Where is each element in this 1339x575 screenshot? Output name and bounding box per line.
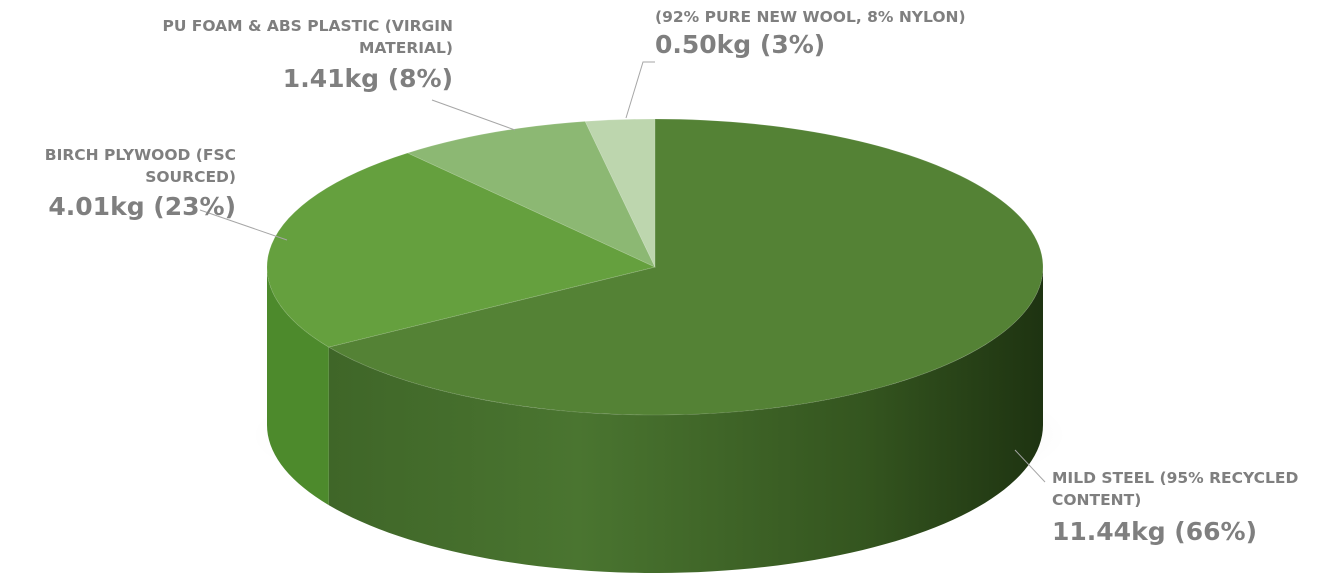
slice-mild-steel-95-recycled	[327, 118, 1044, 416]
leader-line-mild-steel-95-recycled	[1014, 449, 1046, 483]
side-mild-steel-95-recycled	[328, 267, 1043, 573]
slice-pu-foam-abs-plastic-virgin	[406, 120, 656, 268]
label-name-mild-steel-95-recycled-1: MILD STEEL (95% RECYCLED	[1052, 469, 1299, 487]
label-name-mild-steel-95-recycled-2: CONTENT)	[1052, 491, 1141, 509]
label-name-birch-plywood-fsc-2: SOURCED)	[145, 168, 236, 186]
leader-line-pu-foam-abs-plastic-virgin	[431, 99, 516, 131]
label-value-birch-plywood-fsc: 4.01kg (23%)	[48, 192, 236, 221]
leader-line-92-pure-new-wool-8-nylon	[625, 61, 655, 119]
pie-sides	[267, 267, 1043, 573]
label-value-92-pure-new-wool-8-nylon: 0.50kg (3%)	[655, 30, 825, 59]
slice-92-pure-new-wool-8-nylon	[584, 118, 656, 268]
side-birch-plywood-fsc	[267, 267, 329, 506]
data-labels: MILD STEEL (95% RECYCLED CONTENT) 11.44kg …	[45, 8, 1299, 546]
label-name-pu-foam-abs-plastic-virgin-1: PU FOAM & ABS PLASTIC (VIRGIN	[162, 17, 453, 35]
slice-birch-plywood-fsc	[266, 152, 657, 348]
label-value-mild-steel-95-recycled: 11.44kg (66%)	[1052, 517, 1257, 546]
label-value-pu-foam-abs-plastic-virgin: 1.41kg (8%)	[283, 64, 453, 93]
label-name-birch-plywood-fsc-1: BIRCH PLYWOOD (FSC	[45, 146, 236, 164]
label-name-92-pure-new-wool-8-nylon-1: (92% PURE NEW WOOL, 8% NYLON)	[655, 8, 966, 26]
leader-line-birch-plywood-fsc	[199, 209, 288, 241]
label-name-pu-foam-abs-plastic-virgin-2: MATERIAL)	[359, 39, 453, 57]
pie-top	[266, 118, 1044, 416]
